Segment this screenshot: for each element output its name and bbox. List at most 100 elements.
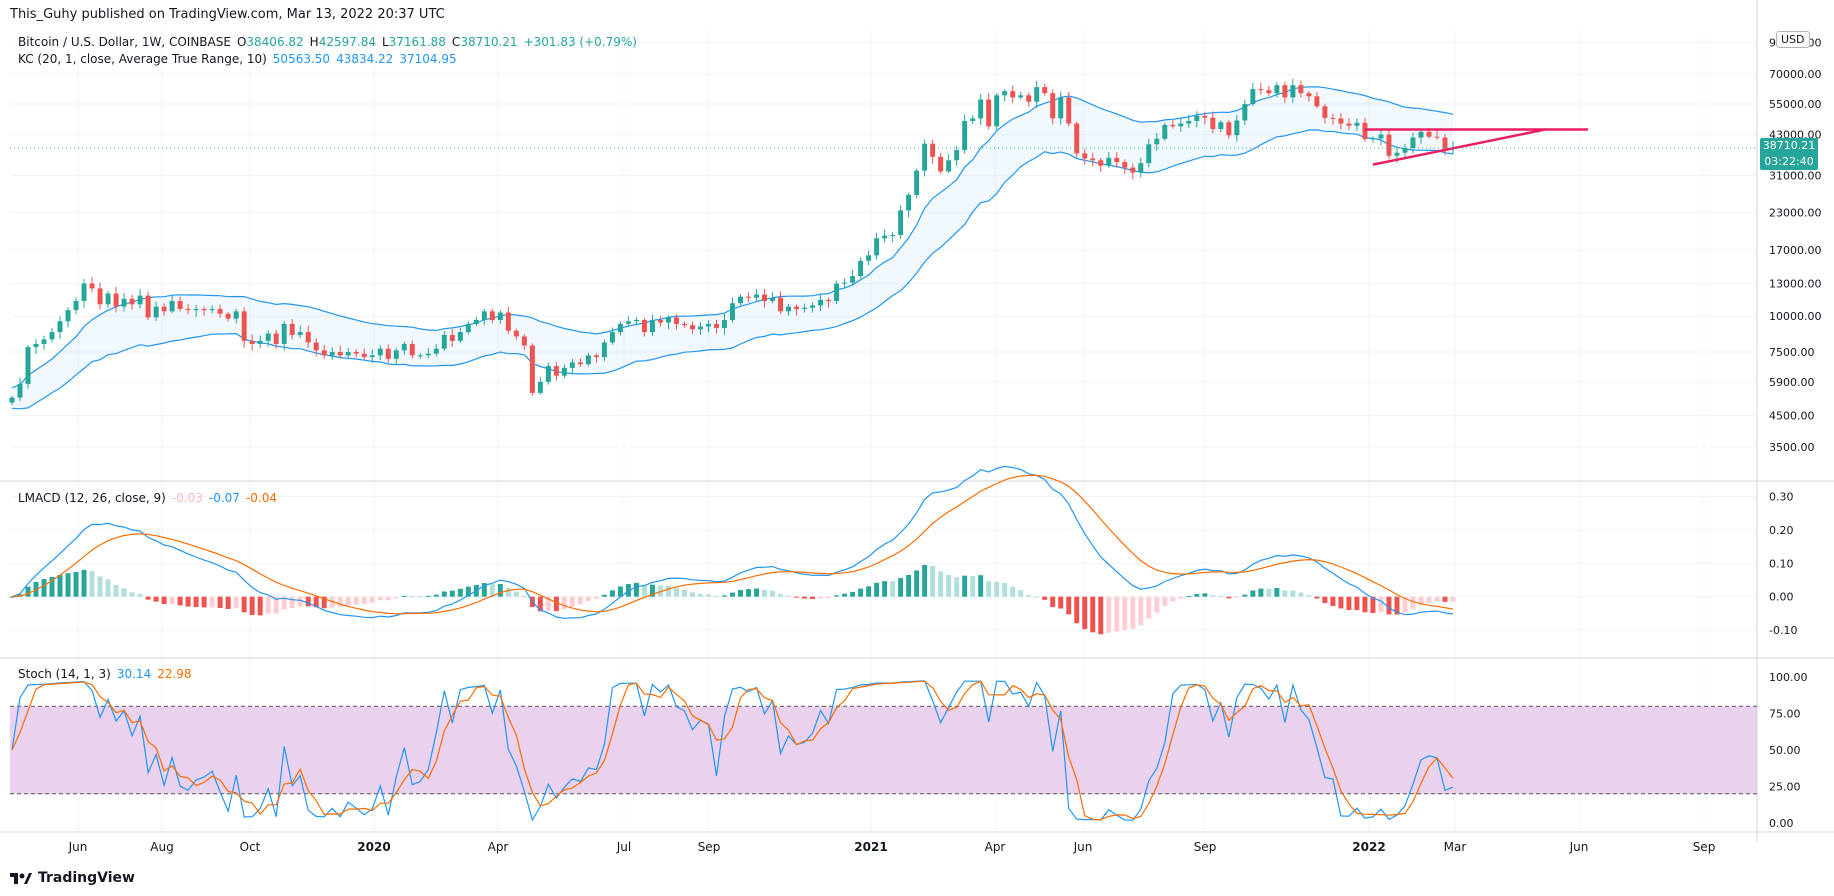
- candle-body: [714, 323, 719, 328]
- candle-body: [1314, 96, 1320, 107]
- currency-badge[interactable]: USD: [1776, 31, 1810, 48]
- kc-lower: 37104.95: [399, 52, 457, 66]
- candle-body: [425, 353, 431, 356]
- kc-middle: 43834.22: [336, 52, 394, 66]
- candle-body: [545, 366, 551, 382]
- signal-line: [11, 474, 1454, 615]
- candle-body: [209, 308, 215, 311]
- candle-body: [802, 307, 808, 309]
- macd-histogram-bar: [265, 596, 271, 614]
- macd-line: [11, 465, 1454, 619]
- candle-body: [1122, 162, 1128, 168]
- candle-body: [1338, 118, 1344, 124]
- macd-histogram-bar: [714, 595, 719, 597]
- candle-body: [1378, 134, 1384, 139]
- time-tick-label: Mar: [1444, 840, 1467, 854]
- low-label: L: [381, 35, 389, 49]
- candle-body: [153, 306, 159, 318]
- candle-body: [89, 283, 95, 289]
- symbol-legend[interactable]: Bitcoin / U.S. Dollar, 1W, COINBASE O3840…: [18, 35, 643, 49]
- macd-histogram-bar: [489, 584, 495, 597]
- candle-body: [217, 308, 223, 314]
- macd-histogram-bar: [810, 596, 816, 600]
- candle-body: [1322, 106, 1328, 118]
- candle-body: [185, 308, 191, 311]
- candle-body: [1298, 85, 1304, 94]
- macd-histogram-bar: [193, 596, 199, 607]
- candle-body: [137, 295, 143, 305]
- macd-histogram-bar: [1386, 596, 1392, 615]
- candle-body: [1074, 123, 1080, 154]
- candle-body: [834, 283, 840, 301]
- time-tick-label: Aug: [150, 840, 173, 854]
- triangle-trendlines[interactable]: [1364, 128, 1588, 166]
- candle-body: [922, 143, 928, 171]
- macd-histogram-bar: [281, 596, 287, 610]
- macd-histogram-bar: [946, 574, 952, 597]
- candle-body: [738, 296, 743, 304]
- macd-histogram-bar: [770, 590, 776, 597]
- macd-histogram-bar: [313, 596, 319, 608]
- candle-body: [633, 319, 639, 322]
- price-tick-label: 17000.00: [1769, 244, 1822, 257]
- candle-body: [1386, 134, 1392, 156]
- macd-histogram-bar: [1338, 596, 1344, 609]
- macd-histogram-bar: [906, 574, 912, 597]
- candle-body: [1346, 123, 1352, 126]
- candle-body: [778, 297, 784, 312]
- time-tick-label: 2022: [1352, 840, 1385, 854]
- stoch-d-value: 22.98: [157, 667, 192, 681]
- macd-histogram-bar: [1026, 594, 1032, 597]
- time-tick-label: 2021: [854, 840, 887, 854]
- tradingview-logo[interactable]: TradingView: [10, 870, 135, 886]
- macd-histogram-bar: [385, 596, 391, 601]
- macd-histogram-bar: [697, 593, 703, 597]
- candle-body: [489, 311, 495, 320]
- candle-body: [121, 298, 127, 307]
- candle-body: [1050, 93, 1056, 119]
- macd-histogram-bar: [121, 588, 127, 597]
- macd-histogram-bar: [1402, 596, 1408, 613]
- macd-histogram-bar: [113, 584, 119, 597]
- candle-body: [1098, 160, 1104, 166]
- macd-histogram-bar: [537, 596, 543, 612]
- macd-histogram-bar: [297, 596, 303, 607]
- candle-body: [1090, 158, 1096, 161]
- macd-histogram-bar: [1346, 596, 1352, 611]
- kc-legend[interactable]: KC (20, 1, close, Average True Range, 10…: [18, 52, 463, 66]
- macd-histogram-bar: [161, 596, 167, 605]
- candle-body: [161, 306, 167, 312]
- stoch-legend[interactable]: Stoch (14, 1, 3) 30.14 22.98: [18, 667, 198, 681]
- candle-body: [265, 333, 271, 341]
- candle-body: [986, 99, 992, 127]
- macd-histogram-bar: [762, 589, 768, 597]
- candle-body: [1026, 95, 1032, 102]
- candle-body: [746, 296, 751, 298]
- candle-body: [1362, 122, 1368, 140]
- macd-histogram-bar: [289, 596, 295, 609]
- macd-histogram-bar: [25, 586, 31, 597]
- close-value: 38710.21: [460, 35, 518, 49]
- candle-body: [665, 317, 671, 323]
- candle-body: [1058, 97, 1064, 119]
- candle-body: [1186, 120, 1192, 124]
- candle-body: [569, 362, 575, 368]
- candle-body: [697, 326, 703, 330]
- macd-histogram-bar: [1018, 590, 1024, 597]
- macd-histogram-bar: [137, 594, 143, 597]
- lmacd-legend[interactable]: LMACD (12, 26, close, 9) -0.03 -0.07 -0.04: [18, 491, 283, 505]
- candle-body: [842, 282, 848, 284]
- candle-body: [201, 308, 207, 311]
- macd-histogram-bar: [1250, 590, 1256, 597]
- macd-histogram-bar: [1146, 596, 1152, 619]
- macd-histogram-bar: [601, 594, 607, 597]
- macd-histogram-bar: [962, 575, 968, 597]
- macd-histogram-bar: [1378, 596, 1384, 613]
- candle-body: [481, 311, 487, 320]
- macd-histogram-bar: [1218, 595, 1224, 597]
- candle-body: [938, 156, 944, 172]
- macd-histogram-bar: [922, 564, 928, 597]
- macd-histogram-bar: [842, 593, 848, 597]
- macd-histogram-bar: [1274, 587, 1280, 597]
- candle-body: [1442, 137, 1448, 149]
